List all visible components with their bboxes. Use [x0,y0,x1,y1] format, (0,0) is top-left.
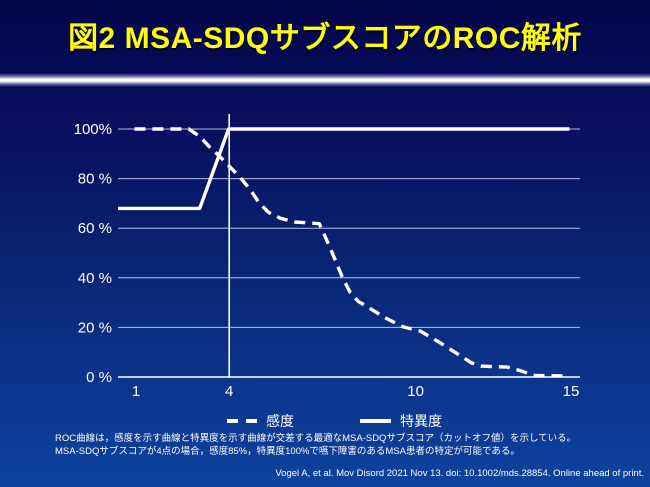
y-tick-label: 40 % [78,270,112,287]
footnote-line-2: MSA-SDQサブスコアが4点の場合，感度85%，特異度100%で嚥下障害のある… [55,445,520,457]
chart-legend: 感度 特異度 [227,411,442,431]
legend-label-specificity: 特異度 [400,413,442,429]
legend-label-sensitivity: 感度 [266,413,294,429]
legend-item-sensitivity: 感度 [227,411,294,431]
y-tick-label: 60 % [78,220,112,237]
dashed-line-sample-icon [227,419,257,423]
y-tick-label: 100% [74,121,112,138]
y-tick-label: 80 % [78,171,112,188]
x-tick-label: 10 [407,383,424,400]
specificity-curve [118,127,570,211]
title-separator-bar [0,73,650,87]
x-tick-label: 15 [563,383,580,400]
footnote-line-1: ROC曲線は，感度を示す曲線と特異度を示す曲線が交差する最適なMSA-SDQサブ… [55,433,577,444]
x-tick-label: 1 [132,383,140,400]
solid-line-sample-icon [360,419,391,423]
y-tick-label: 0 % [86,369,112,386]
x-tick-label: 4 [225,383,233,400]
sensitivity-curve [134,127,570,378]
y-tick-label: 20 % [78,319,112,336]
slide-title: 図2 MSA-SDQサブスコアのROC解析 [68,22,582,55]
citation: Vogel A, et al. Mov Disord 2021 Nov 13. … [275,468,644,479]
legend-item-specificity: 特異度 [360,411,442,431]
footnote: ROC曲線は，感度を示す曲線と特異度を示す曲線が交差する最適なMSA-SDQサブ… [55,433,630,458]
